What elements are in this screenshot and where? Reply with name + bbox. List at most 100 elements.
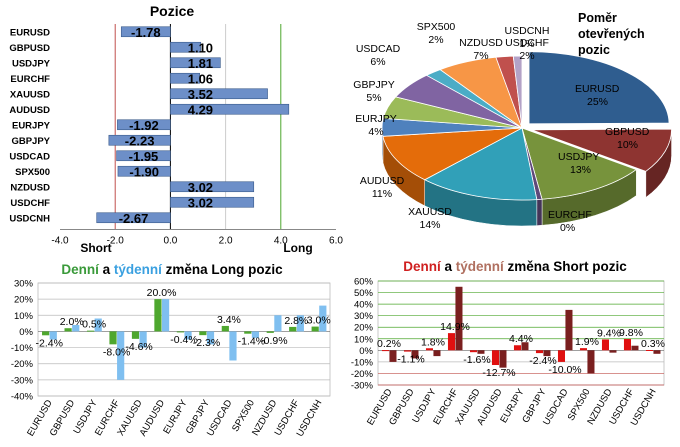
pie-slice-name: SPX500 [417,21,456,33]
pie-slice-percent: 1% [519,38,534,50]
position-bar [120,26,171,38]
y-tick-label: 40% [354,300,374,311]
position-bar [170,41,202,53]
y-tick-label: 30% [14,279,34,290]
position-bar [108,134,171,146]
short-label: Short [80,241,111,255]
weekly-change-bar [229,331,237,361]
pie-slice-percent: 4% [368,126,383,138]
daily-change-label: 3.4% [217,314,241,326]
pie-slice-name: USDJPY [558,151,599,163]
pie-slice [521,127,638,200]
daily-change-bar [311,326,319,332]
y-tick-label: -20% [351,369,374,380]
y-tick-label: 0% [19,327,33,338]
daily-change-label: 9.8% [619,327,643,339]
daily-change-label: 3.0% [307,315,331,327]
title-part: a [99,262,114,277]
weekly-change-bar [206,331,215,345]
weekly-change-bar [521,342,529,351]
positions-title: Pozice [150,3,195,19]
y-tick-label: -30% [351,381,374,392]
position-value-label: 1.06 [188,71,213,86]
y-tick-label: 10% [354,334,374,345]
weekly-change-bar [117,331,125,380]
position-category-label: NZDUSD [10,182,50,193]
daily-change-bar [425,348,433,351]
weekly-change-bar [161,299,170,332]
pie-slice-name: EURUSD [575,83,620,95]
daily-change-bar [86,330,95,332]
position-category-label: USDCHF [10,198,50,209]
daily-change-label: -4.6% [125,341,152,353]
y-tick-label: -20% [11,359,34,370]
daily-change-label: 1.8% [421,336,445,348]
position-bar [170,72,200,84]
daily-change-bar [221,325,229,332]
x-tick-label: 0.0 [163,236,177,247]
weekly-change-bar [455,286,463,351]
pie-slice-name: GBPUSD [605,126,650,138]
position-value-label: -1.90 [129,164,159,179]
weekly-change-bar [274,315,282,332]
daily-change-bar [491,350,499,366]
daily-change-label: -2.4% [529,355,556,367]
daily-change-bar [199,331,207,336]
daily-change-bar [109,331,117,345]
position-bar [170,181,255,193]
y-tick-label: -40% [11,392,34,403]
daily-change-bar [579,348,587,351]
x-tick-label: 2.0 [219,236,233,247]
daily-change-bar [64,328,72,332]
position-bar [170,57,221,69]
weekly-change-bar [49,331,57,340]
pie-slice-name: GBPJPY [353,79,394,91]
weekly-change-bar [477,350,485,354]
position-bar [170,88,268,100]
daily-change-label: 2.8% [284,315,308,327]
daily-change-bar [244,331,252,334]
y-tick-label: 10% [14,311,34,322]
daily-change-bar [469,350,477,353]
title-part: týdenní [456,259,505,274]
pie-slice-name: EURCHF [548,209,592,221]
position-value-label: 3.02 [188,195,213,210]
weekly-change-bar [389,350,397,362]
pie-slice-percent: 5% [366,92,381,104]
y-tick-label: 50% [354,288,374,299]
position-bar [170,196,255,208]
position-value-label: 1.10 [188,40,213,55]
pie-slice-percent: 0% [560,222,575,234]
y-tick-label: -10% [351,357,374,368]
pie-slice-percent: 6% [370,56,385,68]
weekly-change-bar [251,331,260,338]
weekly-change-bar [433,350,441,357]
title-part: týdenní [114,262,163,277]
position-bar [116,150,171,162]
daily-change-label: 20.0% [147,287,177,299]
position-bar [117,165,171,177]
weekly-change-bar [139,331,147,348]
title-part: změna Short pozic [504,259,628,274]
position-category-label: USDCAD [9,151,50,162]
position-bar [96,212,171,224]
daily-change-label: -2.3% [193,337,220,349]
position-category-label: SPX500 [15,167,50,178]
daily-change-bar [403,350,411,352]
pie-slice-percent: 2% [519,50,534,62]
daily-change-bar [447,333,455,351]
pie-slice-name: USDCAD [356,43,401,55]
daily-change-bar [645,349,653,351]
daily-change-bar [535,350,543,354]
daily-change-bar [381,350,389,352]
short-change-title: Denní a týdenní změna Short pozic [403,259,627,274]
